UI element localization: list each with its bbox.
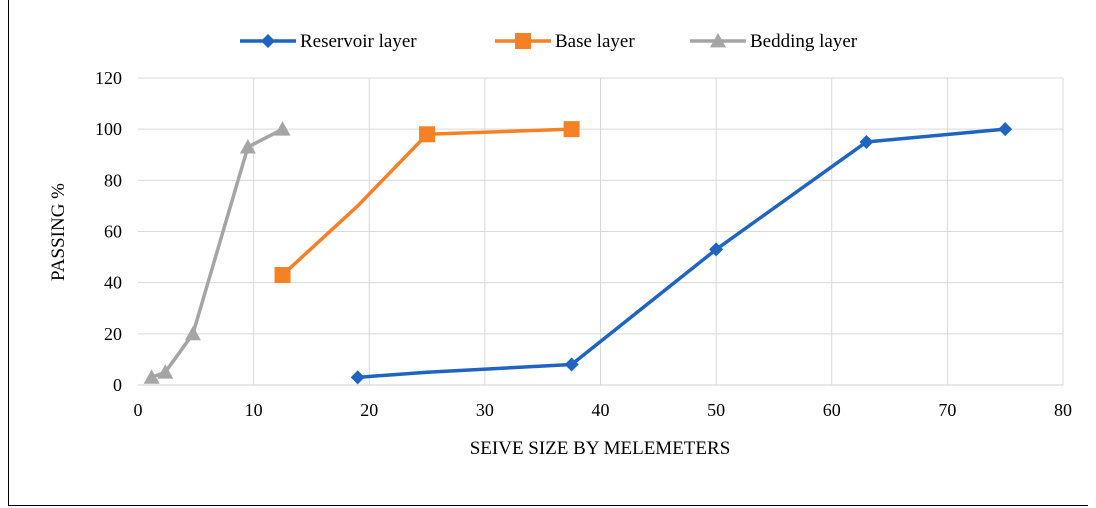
series-bedding-layer [143, 121, 291, 384]
x-tick-label: 40 [592, 400, 610, 420]
legend-marker [710, 33, 726, 48]
chart-frame [8, 0, 1088, 506]
legend-marker [261, 34, 275, 48]
data-point-marker [184, 325, 201, 341]
x-tick-label: 70 [938, 400, 956, 420]
data-point-marker [143, 369, 160, 384]
x-tick-label: 10 [245, 400, 263, 420]
x-tick-label: 30 [476, 400, 494, 420]
axes: 0 20 40 60 80 100 120 0 10 20 30 40 50 60 70 80 [95, 68, 1072, 420]
data-point-marker [998, 122, 1013, 137]
legend-item: Bedding layer [690, 31, 858, 52]
y-tick-label: 20 [104, 324, 122, 344]
data-point-marker [274, 121, 291, 136]
data-point-marker [859, 134, 874, 149]
legend-marker [515, 33, 531, 49]
y-tick-label: 120 [95, 68, 122, 88]
series-line [281, 127, 572, 277]
series-line [357, 127, 1006, 380]
legend-label: Bedding layer [750, 31, 858, 52]
x-axis-title: SEIVE SIZE BY MELEMETERS [470, 438, 731, 459]
series-base-layer [274, 121, 580, 283]
data-point-marker [564, 357, 579, 372]
legend-label: Reservoir layer [300, 31, 417, 52]
x-tick-label: 50 [707, 400, 725, 420]
y-tick-label: 40 [104, 273, 122, 293]
data-point-marker [274, 266, 291, 283]
x-tick-label: 20 [360, 400, 378, 420]
y-tick-label: 100 [95, 119, 122, 139]
grid-lines [138, 77, 1064, 385]
y-tick-label: 0 [113, 375, 122, 395]
legend: Reservoir layer Base layer Bedding layer [240, 31, 858, 52]
x-tick-label: 0 [134, 400, 143, 420]
x-tick-label: 60 [823, 400, 841, 420]
legend-item: Reservoir layer [240, 31, 417, 52]
data-point-marker [239, 139, 256, 154]
x-tick-label: 80 [1054, 400, 1072, 420]
data-point-marker [709, 242, 724, 257]
y-tick-label: 80 [104, 170, 122, 190]
data-point-marker [350, 370, 365, 385]
y-tick-label: 60 [104, 222, 122, 242]
legend-label: Base layer [555, 31, 635, 52]
series-line [151, 127, 284, 379]
series-reservoir-layer [350, 122, 1013, 385]
y-axis-title: PASSING % [48, 183, 69, 281]
data-point-marker [419, 126, 436, 143]
data-point-marker [563, 121, 580, 138]
data-point-marker [157, 364, 174, 379]
legend-item: Base layer [495, 31, 635, 52]
series-lines [143, 121, 1013, 385]
